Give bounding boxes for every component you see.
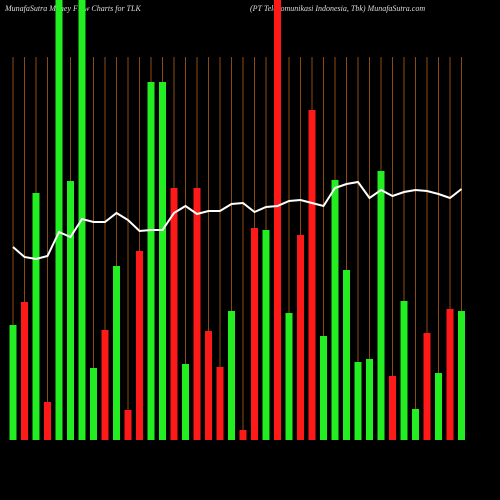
bar xyxy=(343,270,350,440)
bar xyxy=(320,336,327,440)
bar xyxy=(228,311,235,440)
bar xyxy=(446,309,454,440)
bar xyxy=(9,325,17,440)
bar xyxy=(389,376,396,440)
bar xyxy=(297,235,304,440)
bar xyxy=(412,409,419,440)
bar xyxy=(124,410,132,440)
bar xyxy=(377,171,385,440)
bar xyxy=(366,359,373,440)
bar xyxy=(216,367,224,440)
bar xyxy=(182,364,189,440)
bar xyxy=(170,188,178,440)
bar xyxy=(21,302,28,440)
bar xyxy=(32,193,40,440)
bar xyxy=(44,402,51,440)
bar xyxy=(331,180,339,440)
bar xyxy=(285,313,293,440)
chart-subtitle: (PT Telekomunikasi Indonesia, Tbk) Munaf… xyxy=(250,4,425,13)
bar xyxy=(262,230,270,440)
money-flow-line xyxy=(12,180,463,261)
bar xyxy=(159,82,166,440)
bar xyxy=(239,430,247,440)
bar xyxy=(354,362,362,440)
bar xyxy=(147,82,155,440)
bar xyxy=(308,110,316,440)
bar xyxy=(55,0,63,440)
bar xyxy=(67,181,74,440)
bar xyxy=(458,311,465,440)
bar xyxy=(205,331,212,440)
bar xyxy=(193,188,201,440)
bar xyxy=(274,0,281,440)
bar xyxy=(113,266,120,440)
chart-title: MunafaSutra Money Flow Charts for TLK xyxy=(4,4,141,13)
bar xyxy=(251,228,258,440)
bar xyxy=(435,373,442,440)
bar xyxy=(136,251,143,440)
bar xyxy=(90,368,97,440)
bar xyxy=(400,301,408,440)
bar xyxy=(101,330,109,440)
bar xyxy=(423,333,431,440)
